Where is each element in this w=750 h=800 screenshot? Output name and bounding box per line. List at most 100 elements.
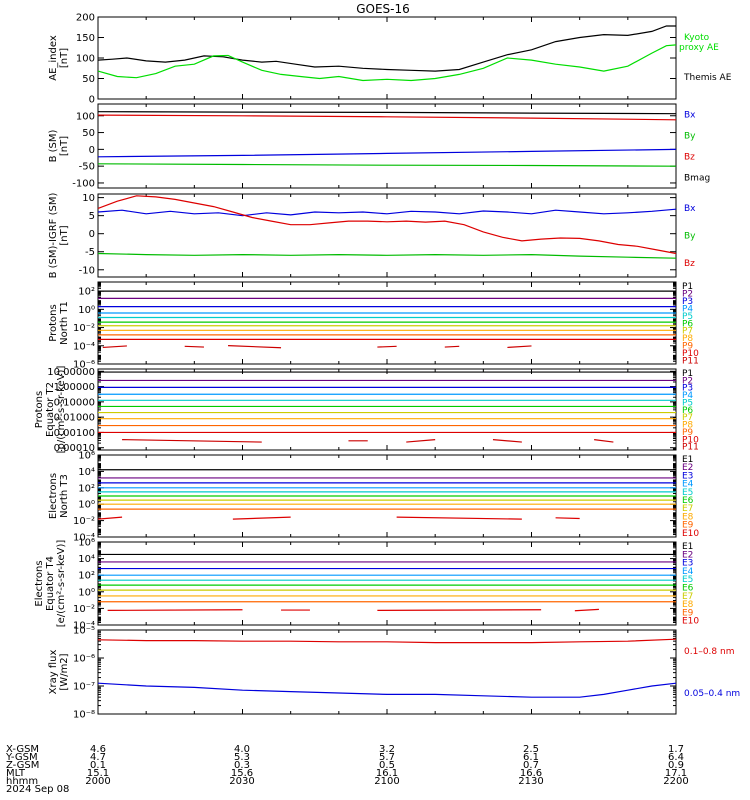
legend-entry: P3 [682,297,693,307]
y-tick-label: -100 [72,178,95,189]
y-axis-label: [e/(cm²-s-sr-keV)] [56,540,67,628]
y-tick-label: 100 [76,111,95,122]
footer-row-label: Z-GSM [6,760,39,771]
footer-value: 17.1 [665,768,687,779]
series-bx [97,208,677,217]
y-axis-label: Electrons [48,473,59,519]
legend-entry: P7 [682,327,693,337]
footer-value: 2100 [374,776,399,787]
y-tick-label: 50 [82,74,95,85]
y-tick-label: 10⁻⁶ [73,654,95,665]
y-axis-label: Electrons [34,560,45,606]
series-e10 [555,517,580,520]
footer-value: 6.1 [523,752,539,763]
legend-entry: E8 [682,512,694,522]
footer-value: 6.4 [668,752,684,763]
series-e10 [377,609,542,611]
footer-value: 4.0 [234,744,250,755]
legend-entry: E1 [682,455,693,465]
y-axis-label: [W/m2] [59,653,70,690]
legend-entry: By [684,232,696,242]
series-0-1-0-8-nm [97,638,677,644]
legend-entry: E10 [682,529,699,539]
legend-entry: P6 [682,406,693,416]
series-bx [97,148,677,158]
legend-entry: P3 [682,384,693,394]
panel-8: 10⁻⁸ 10⁻⁷ 10⁻⁶ 10⁻⁵ Xray flux [W/m2] 0.1–0.8 n… [48,626,740,721]
series-e10 [97,516,123,520]
legend-entry: Bz [684,259,695,269]
footer-value: 16.1 [376,768,398,779]
legend-entry: P10 [682,349,699,359]
footer-row-label: Y-GSM [5,752,38,763]
panel-frame [97,193,677,278]
legend-entry: E2 [682,463,693,473]
y-tick-label: -50 [79,162,95,173]
footer-value: 16.6 [520,768,542,779]
y-tick-label: 5 [89,211,95,222]
y-axis-label: Protons [34,391,45,428]
legend-entry: P6 [682,319,693,329]
series-p11 [507,345,532,349]
panel-5: 10.00000 1.00000 0.10000 0.01000 0.00100 0.00… [34,366,699,455]
series-themis-ae [97,25,676,72]
footer-value: 0.1 [90,760,106,771]
y-tick-label: 0.01000 [54,413,95,424]
legend-entry: P11 [682,443,699,453]
legend-entry: P4 [682,391,693,401]
legend-entry: P10 [682,435,699,445]
series-p11 [444,345,460,348]
series-p11 [377,345,397,348]
legend-entry: E1 [682,542,693,552]
y-tick-label: 0.00100 [54,428,95,439]
series-bz [97,114,677,121]
panel-frame [97,281,677,365]
legend-entry: proxy AE [679,43,719,53]
y-tick-label: 0 [89,145,95,156]
y-axis-label: [nT] [59,136,70,156]
footer-value: 0.5 [379,760,395,771]
legend-entry: E4 [682,567,694,577]
y-tick-label: 0.10000 [54,397,95,408]
y-axis-label: North T3 [59,474,70,518]
legend-entry: E3 [682,559,693,569]
legend-entry: P4 [682,304,693,314]
legend-entry: Bz [684,153,695,163]
y-tick-label: -5 [85,247,95,258]
y-tick-label: 10² [78,287,95,298]
legend-entry: P1 [682,369,693,379]
legend-entry: Bmag [684,174,710,184]
footer-value: 2130 [518,776,543,787]
y-tick-label: 10⁻² [73,323,95,334]
y-tick-label: 150 [76,33,95,44]
footer-value: 3.2 [379,744,395,755]
y-tick-label: 10⁻² [73,604,95,615]
y-tick-label: 10⁻⁷ [73,682,95,693]
y-tick-label: 0.00010 [54,443,95,454]
legend-entry: E4 [682,480,694,490]
legend-entry: P9 [682,342,693,352]
series-e10 [107,609,243,611]
legend-entry: Bx [684,204,696,214]
footer-value: 4.6 [90,744,106,755]
legend-entry: E3 [682,471,693,481]
footer-row-label: 2024 Sep 08 [6,784,69,795]
panel-frame [97,368,677,451]
y-tick-label: 10.00000 [47,367,95,378]
legend-entry: E6 [682,496,694,506]
y-tick-label: 50 [82,128,95,139]
footer-value: 2200 [663,776,688,787]
y-tick-label: 10⁻⁶ [73,360,95,371]
series-p11 [406,439,436,443]
y-tick-label: 10⁴ [78,554,95,565]
legend-entry: P11 [682,357,699,367]
legend-entry: P2 [682,376,693,386]
legend-entry: E7 [682,592,693,602]
y-tick-label: 10⁰ [78,587,95,598]
footer-value: 1.7 [668,744,684,755]
y-axis-label: Protons [48,304,59,341]
y-tick-label: 10⁶ [78,451,95,462]
y-axis-label: B (SM)-IGRF (SM) [48,193,59,279]
